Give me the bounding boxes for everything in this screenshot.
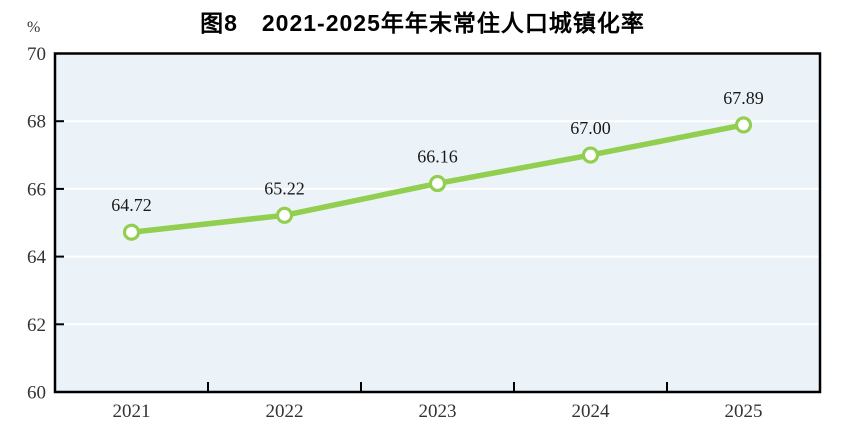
data-point-label: 67.00 [570,118,611,138]
data-point-marker [275,206,294,224]
y-axis-tick-label: 66 [27,179,46,200]
x-axis-tick-label: 2021 [113,401,151,422]
data-point-marker [428,174,447,193]
x-axis-tick-label: 2025 [725,401,763,422]
plot-border [53,52,822,394]
plot-area-background [55,53,820,392]
y-axis-tick-label: 64 [27,247,47,268]
x-axis-tick-label: 2024 [572,401,611,422]
chart-title: 图8 2021-2025年年末常住人口城镇化率 [200,10,645,36]
data-point-label: 65.22 [264,178,305,198]
x-axis-tick-label: 2022 [266,401,304,422]
x-axis-tick-label: 2023 [419,401,457,422]
y-axis-tick-label: 62 [27,315,46,336]
y-axis-unit-label: % [27,19,41,36]
data-point-marker [734,116,753,134]
y-axis-tick-label: 68 [27,112,46,133]
data-point-label: 67.89 [723,88,764,108]
data-point-marker [581,146,600,164]
data-point-marker [122,223,141,241]
data-point-label: 66.16 [417,146,458,166]
y-axis-tick-label: 70 [27,44,46,65]
y-axis-tick-label: 60 [27,383,46,404]
data-point-label: 64.72 [111,195,152,215]
